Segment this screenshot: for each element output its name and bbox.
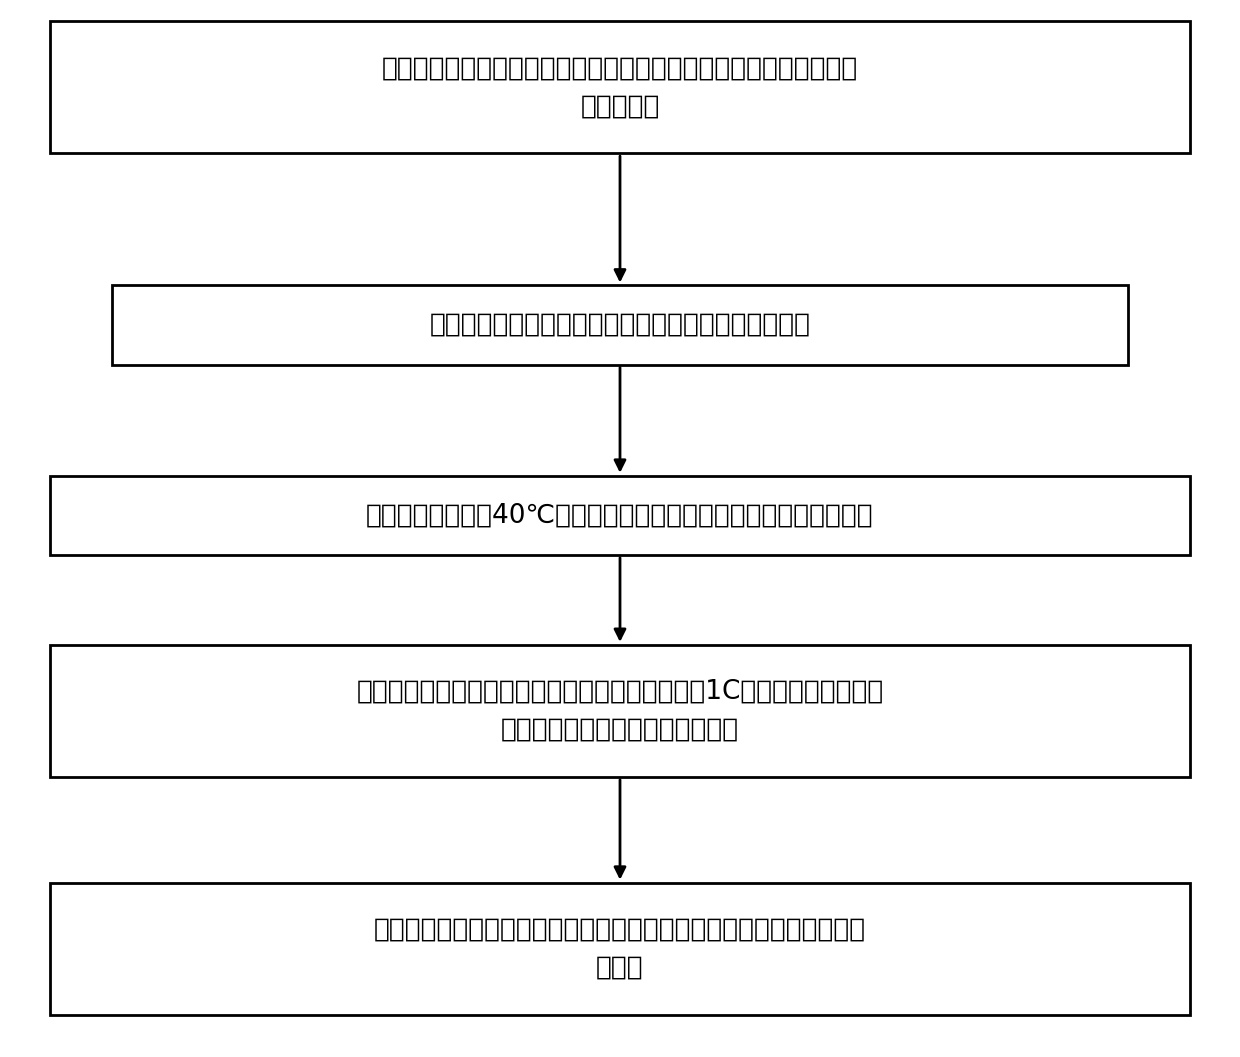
- Bar: [112, 285, 1128, 365]
- Bar: [50, 476, 1190, 555]
- Text: 将若干同型号电芯置于同一温度的环境下静置，使电芯温度与环境温
度保持一致: 将若干同型号电芯置于同一温度的环境下静置，使电芯温度与环境温 度保持一致: [382, 55, 858, 119]
- Text: 将环境舱温度升至40℃，同时将电芯静置在该温度条件下的环境舱内: 将环境舱温度升至40℃，同时将电芯静置在该温度条件下的环境舱内: [366, 502, 874, 528]
- Text: 将所有电芯的容量数据进行处理并选取一定范围内的所有电芯进行成组
或成包: 将所有电芯的容量数据进行处理并选取一定范围内的所有电芯进行成组 或成包: [374, 916, 866, 981]
- Text: 按照电芯统一的充放电要求，进行满充，满放，再满充: 按照电芯统一的充放电要求，进行满充，满放，再满充: [429, 312, 811, 338]
- Bar: [50, 883, 1190, 1015]
- Bar: [50, 21, 1190, 153]
- Text: 当电芯温度与环境舱内温度保持一致时，开始进行1C放电下的容量测试，
同时记录好各电芯的容量放电数据: 当电芯温度与环境舱内温度保持一致时，开始进行1C放电下的容量测试， 同时记录好各…: [356, 679, 884, 743]
- Bar: [50, 645, 1190, 777]
